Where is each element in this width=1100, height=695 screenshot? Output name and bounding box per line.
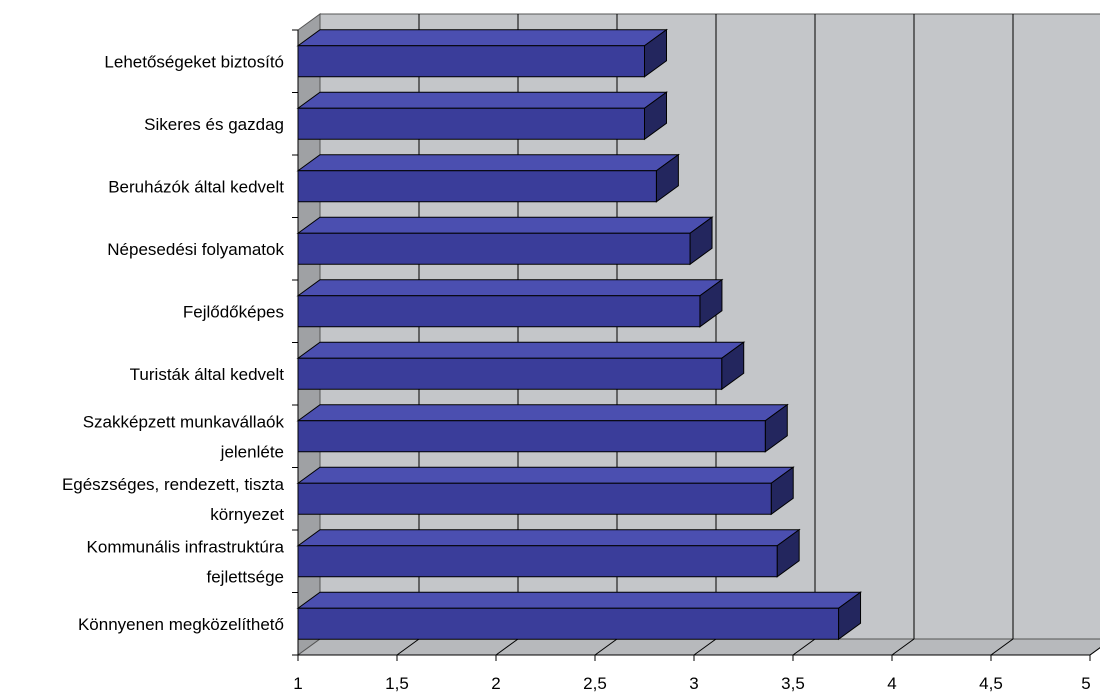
category-label-line: környezet	[210, 505, 284, 524]
x-tick-label: 4	[887, 674, 896, 693]
bar-top-face	[296, 279, 724, 297]
category-label-line: Lehetőségeket biztosító	[104, 52, 284, 71]
bar-top-face	[296, 29, 669, 47]
bar	[296, 466, 795, 516]
category-label-line: Fejlődőképes	[183, 302, 284, 321]
bar-front-face	[297, 357, 723, 390]
category-label-line: Egészséges, rendezett, tiszta	[62, 475, 285, 494]
bar-front-face	[297, 295, 701, 328]
bar	[296, 153, 680, 203]
bar-top-face	[296, 466, 795, 484]
category-label-line: Szakképzett munkavállaók	[83, 412, 285, 431]
category-label-line: Népesedési folyamatok	[107, 240, 284, 259]
floor-gridline	[594, 638, 618, 656]
bar	[296, 278, 724, 328]
floor-gridline	[693, 638, 717, 656]
bar-front-face	[297, 45, 645, 78]
bar-top-face	[296, 529, 801, 547]
x-tick-label: 2,5	[583, 674, 607, 693]
category-label: Fejlődőképes	[183, 302, 284, 321]
x-tick-label: 1	[293, 674, 302, 693]
floor-gridline	[792, 638, 816, 656]
floor-gridline	[891, 638, 915, 656]
x-tick-label: 3,5	[781, 674, 805, 693]
category-label-line: Turisták által kedvelt	[130, 365, 285, 384]
bar-top-face	[296, 341, 746, 359]
category-label-line: fejlettsége	[207, 567, 285, 586]
category-label: Szakképzett munkavállaók jelenléte	[83, 412, 285, 461]
plot-floor	[296, 638, 1100, 656]
category-labels: Lehetőségeket biztosító Sikeres és gazdag…	[62, 52, 285, 634]
floor-gridline	[990, 638, 1014, 656]
category-label-line: jelenléte	[220, 442, 284, 461]
x-tick-label: 1,5	[385, 674, 409, 693]
bar-top-face	[296, 154, 680, 172]
bar	[296, 403, 789, 453]
x-tick-label: 2	[491, 674, 500, 693]
x-tick-label: 3	[689, 674, 698, 693]
bars	[296, 28, 863, 641]
bar-top-face	[296, 591, 863, 609]
x-tick-label: 4,5	[979, 674, 1003, 693]
category-label-line: Könnyenen megközelíthető	[78, 615, 284, 634]
bar-top-face	[296, 91, 669, 109]
bar	[296, 528, 801, 578]
bar-front-face	[297, 232, 691, 265]
category-label: Egészséges, rendezett, tiszta környezet	[62, 475, 285, 524]
bar	[296, 341, 746, 391]
category-label: Népesedési folyamatok	[107, 240, 284, 259]
category-label: Kommunális infrastruktúra fejlettsége	[87, 537, 285, 586]
x-tick-label: 5	[1081, 674, 1090, 693]
category-label: Lehetőségeket biztosító	[104, 52, 284, 71]
bar	[296, 216, 714, 266]
bar-front-face	[297, 482, 772, 515]
bar	[296, 91, 669, 141]
bar-top-face	[296, 404, 789, 422]
bar-front-face	[297, 545, 778, 578]
category-label: Turisták által kedvelt	[130, 365, 285, 384]
category-label: Könnyenen megközelíthető	[78, 615, 284, 634]
floor-gridline	[495, 638, 519, 656]
bar-front-face	[297, 107, 645, 140]
category-label-line: Kommunális infrastruktúra	[87, 537, 285, 556]
category-label: Beruházók által kedvelt	[108, 177, 284, 196]
floor-gridline	[396, 638, 420, 656]
bar-front-face	[297, 607, 840, 640]
bar-front-face	[297, 170, 657, 203]
floor-gridline	[1089, 647, 1100, 656]
bar	[296, 591, 863, 641]
bar-front-face	[297, 420, 766, 453]
category-label-line: Sikeres és gazdag	[144, 115, 284, 134]
bar	[296, 28, 669, 78]
category-label-line: Beruházók által kedvelt	[108, 177, 284, 196]
bar-top-face	[296, 216, 714, 234]
axes	[292, 29, 1091, 661]
x-tick-labels: 1 1,5 2 2,5 3 3,5 4 4,5 5	[293, 674, 1090, 693]
category-label: Sikeres és gazdag	[144, 115, 284, 134]
